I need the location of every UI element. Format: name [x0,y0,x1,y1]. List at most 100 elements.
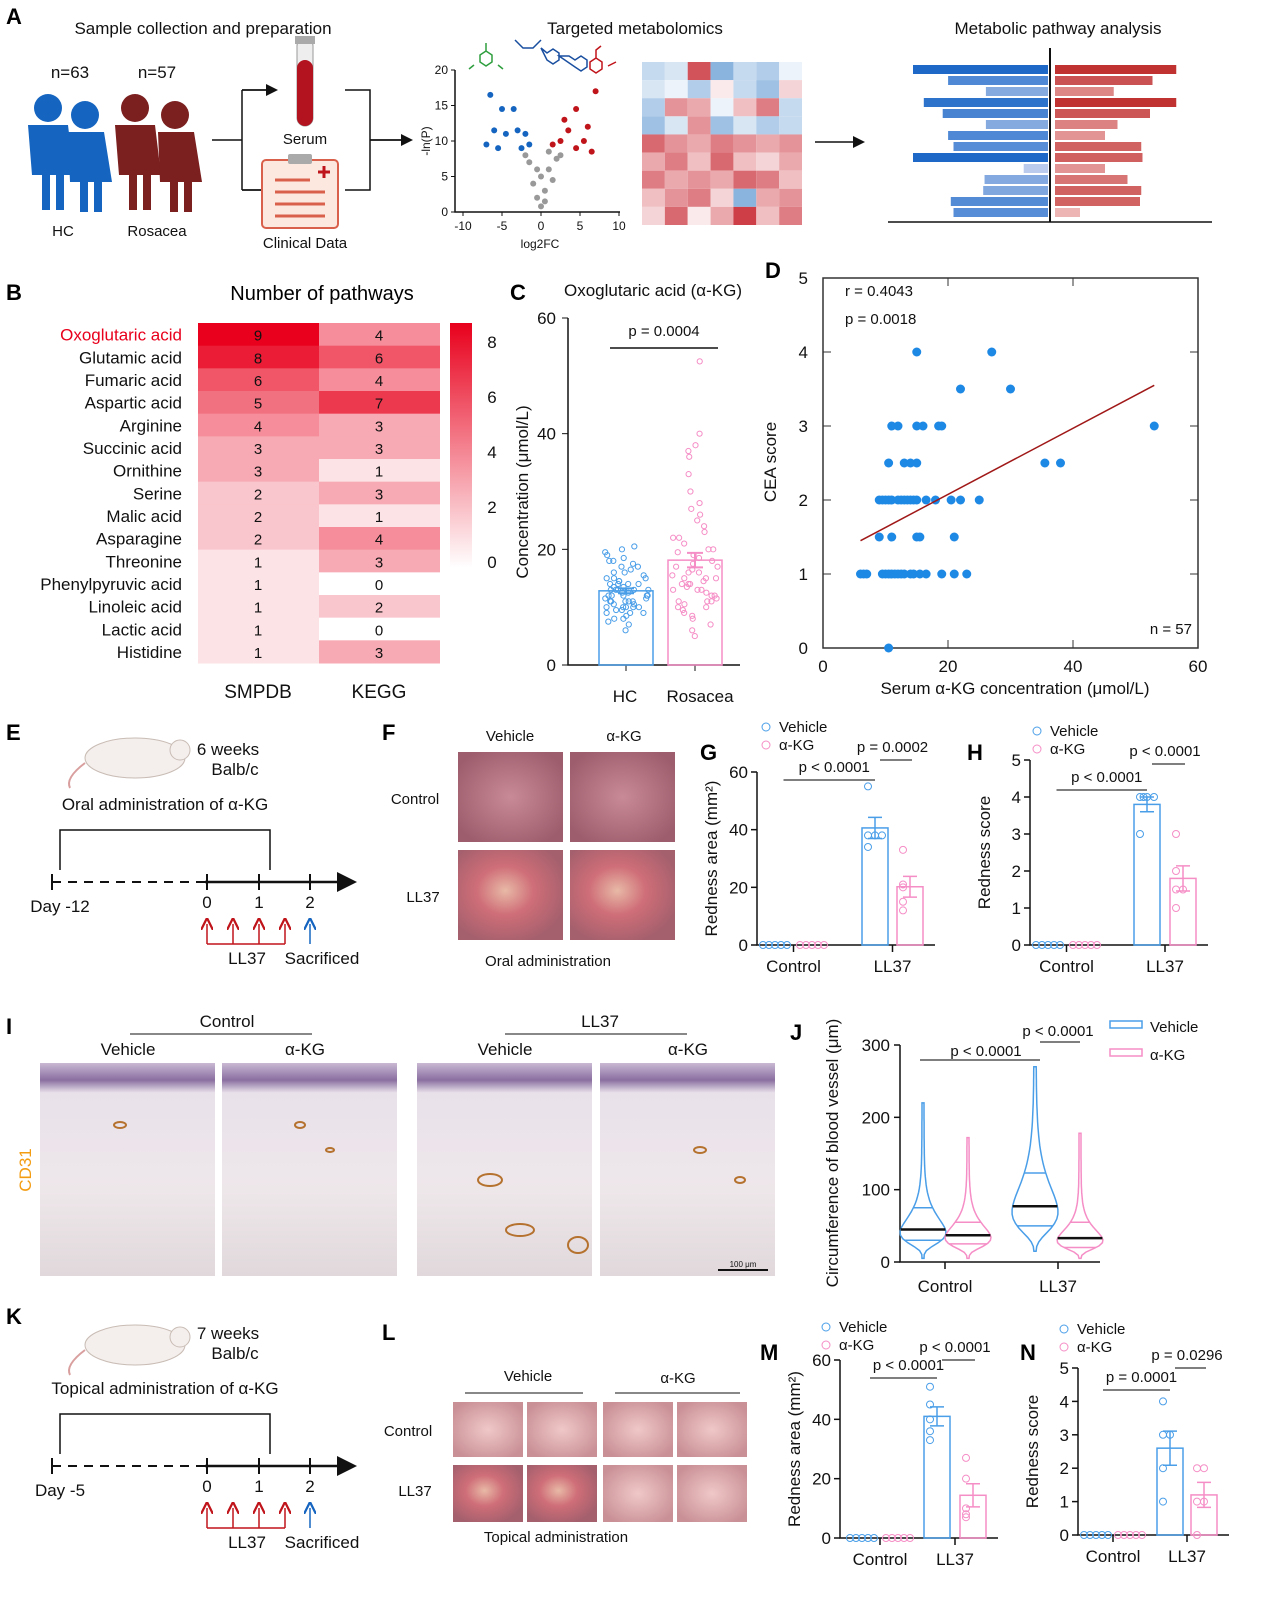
cell-value: 4 [254,418,262,435]
data-point [602,549,609,556]
heatmap-cell [756,206,780,225]
caption: Topical administration [484,1529,628,1546]
volcano-point-up [573,145,580,152]
data-point [926,1427,934,1436]
panel-label: K [6,1304,22,1329]
panel-c: C Oxoglutaric acid (α-KG) Concentration … [510,280,742,706]
y-tick-label: 5 [1012,751,1021,770]
panel-j: J 0 100 200 300 Circumference of blood vessel… [790,1019,1198,1296]
data-point [1138,1531,1146,1539]
panel-a: A Sample collection and preparation n=63… [6,4,1212,252]
volcano-point-up [565,127,572,134]
p-value: p < 0.0001 [1129,743,1200,760]
strain-label: Balb/c [211,760,259,779]
mouse-icon [68,737,191,789]
data-point [899,880,907,889]
n-count: n = 57 [1150,621,1192,638]
heatmap-cell [687,188,711,207]
data-point [676,534,683,541]
day-label: 1 [254,893,263,912]
data-point [802,941,810,949]
heatmap-cell [642,170,665,189]
heatmap-cell [733,98,757,117]
row-label: LL37 [406,889,439,906]
heatmap-cell [319,640,440,664]
y-tick-label: 40 [729,821,748,840]
data-point [631,543,638,550]
heatmap-cell [733,62,757,81]
y-tick-label: 2 [1060,1459,1069,1478]
panel-title-right: Metabolic pathway analysis [955,19,1162,38]
heatmap-cell [687,170,711,189]
data-point [1166,1430,1174,1439]
data-point [695,569,703,576]
data-point [605,592,612,599]
scatter-point [884,458,894,468]
volcano-point-ns [557,152,564,159]
skin-photos [453,1402,747,1522]
n-hc: n=63 [51,63,89,82]
data-point [696,430,703,437]
skin-photo [527,1465,597,1522]
data-point [1159,1464,1167,1473]
pathway-bar-left [1023,164,1048,173]
cell-value: 3 [375,486,383,503]
data-point [1087,941,1095,949]
colorbar-tick-label: 4 [487,443,496,462]
scatter-point [1040,458,1050,468]
heatmap-cell [642,116,665,135]
row-label: Serine [133,484,182,503]
data-point [610,575,618,582]
volcano-point-ns [545,148,552,155]
heatmap-cell [756,170,780,189]
cell-value: 6 [375,350,383,367]
data-point [1172,867,1180,875]
data-point [1200,1497,1208,1506]
p-value: p < 0.0001 [799,759,870,776]
heatmap-cell [733,170,757,189]
volcano-plot: 0 5 10 15 20 -10 -5 0 5 10 log2FC -ln(P) [419,63,626,251]
data-point [606,580,614,588]
data-point [1150,793,1158,801]
data-point [610,569,617,576]
colorbar-tick-label: 2 [487,498,496,517]
data-point [899,883,907,892]
day-label: 0 [202,1477,211,1496]
data-point [635,604,643,611]
heatmap-cell [756,80,780,99]
volcano-point-ns [530,180,537,187]
pathway-bar-right [1055,142,1142,151]
y-axis-label: Redness area (mm²) [702,781,721,937]
data-point [962,1504,970,1513]
y-tick-label: 3 [799,417,808,436]
heatmap-cell [687,80,711,99]
y-axis-label: -ln(P) [419,126,433,155]
label-serum: Serum [283,131,327,148]
y-axis-label: Redness area (mm²) [785,1371,804,1527]
label-hc: HC [52,223,74,240]
data-point [820,941,828,949]
panel-label: F [382,720,395,745]
panel-d: D r = 0.4043 p = 0.0018 n = 57 CEA score… [761,258,1207,698]
x-tick-label: LL37 [874,957,912,976]
group-label: LL37 [581,1012,619,1031]
row-label: Succinic acid [83,439,182,458]
histology-image [222,1063,397,1276]
x-tick-label: -5 [497,219,508,233]
y-tick-label: 15 [435,99,449,113]
panel-label: N [1020,1340,1036,1365]
data-point [688,505,695,512]
heatmap-cell [664,134,688,153]
scatter-point [956,495,965,505]
scatter-point [912,347,922,357]
volcano-point-ns [545,166,552,173]
panel-label: G [700,740,717,765]
volcano-point-ns [541,198,548,205]
stain-label: CD31 [16,1148,35,1191]
ll37-label: LL37 [228,1533,266,1552]
heatmap-cell [642,188,665,207]
data-point [711,592,718,599]
data-point [703,589,710,596]
heatmap-cell [664,116,688,135]
y-tick-label: 100 [862,1181,890,1200]
